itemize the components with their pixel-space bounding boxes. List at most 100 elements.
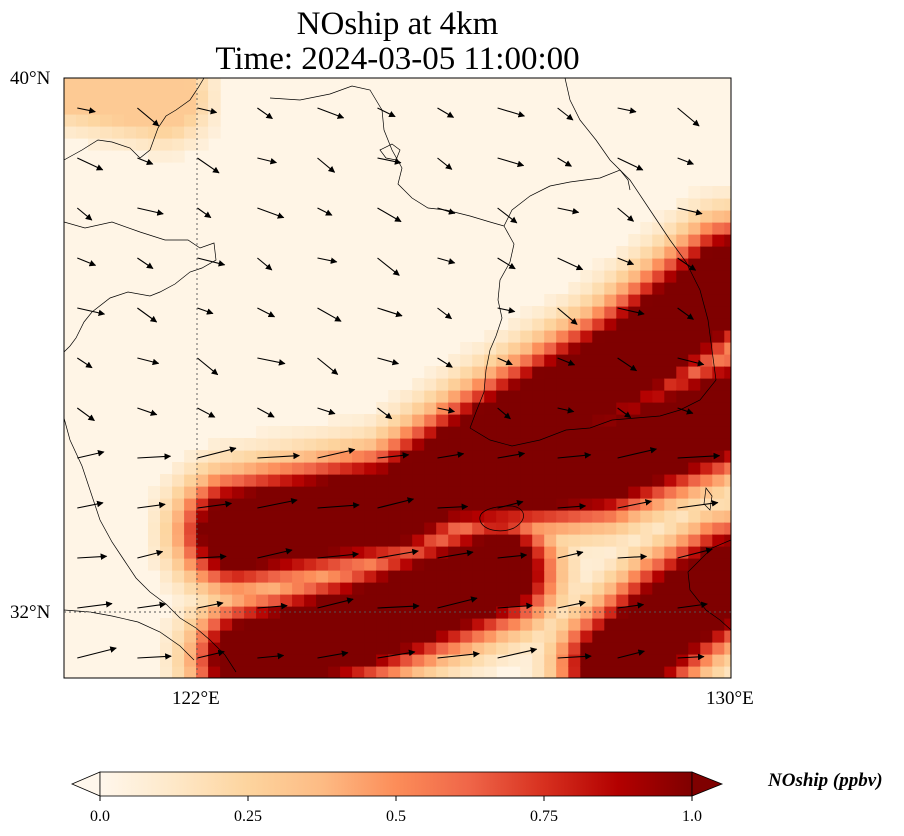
field-cell [412, 654, 425, 667]
field-cell [604, 642, 617, 655]
field-cell [664, 246, 677, 259]
lon-tick-130: 130°E [706, 688, 754, 709]
field-cell [604, 630, 617, 643]
field-cell [700, 522, 713, 535]
field-cell [388, 558, 401, 571]
field-cell [244, 522, 257, 535]
wind-arrow [77, 646, 117, 659]
field-cell [412, 426, 425, 439]
field-cell [532, 474, 545, 487]
field-cell [292, 570, 305, 583]
field-cell [616, 246, 629, 259]
field-cell [64, 114, 77, 127]
wind-arrow [317, 447, 356, 459]
field-cell [520, 630, 533, 643]
field-cell [208, 582, 221, 595]
river-border [503, 169, 631, 227]
field-cell [520, 522, 533, 535]
field-cell [496, 378, 509, 391]
field-cell [532, 522, 545, 535]
field-cell [100, 90, 113, 103]
field-cell [580, 666, 593, 678]
field-cell [484, 378, 497, 391]
wind-arrow [617, 107, 637, 114]
field-cell [172, 594, 185, 607]
field-cell [256, 666, 269, 678]
field-cell [532, 402, 545, 415]
field-cell [280, 666, 293, 678]
field-cell [664, 210, 677, 223]
field-cell [508, 402, 521, 415]
field-cell [712, 546, 725, 559]
field-cell [268, 630, 281, 643]
field-cell [556, 606, 569, 619]
field-cell [556, 294, 569, 307]
field-cell [568, 426, 581, 439]
field-cell [652, 270, 665, 283]
field-cell [268, 594, 281, 607]
field-cell [556, 534, 569, 547]
wind-arrow [197, 446, 237, 459]
field-cell [520, 318, 533, 331]
field-cell [316, 534, 329, 547]
wind-arrow [497, 107, 526, 118]
field-cell [316, 438, 329, 451]
wind-arrow [677, 157, 695, 166]
field-cell [688, 198, 701, 211]
field-cell [304, 570, 317, 583]
field-cell [100, 114, 113, 127]
field-cell [208, 462, 221, 475]
field-cell [724, 246, 731, 259]
field-cell [652, 558, 665, 571]
field-cell [556, 654, 569, 667]
field-cell [592, 402, 605, 415]
field-cell [460, 390, 473, 403]
field-cell [568, 390, 581, 403]
field-cell [724, 450, 731, 463]
field-cell [520, 654, 533, 667]
field-cell [484, 546, 497, 559]
field-cell [208, 450, 221, 463]
field-cell [376, 582, 389, 595]
field-cell [652, 306, 665, 319]
field-cell [628, 414, 641, 427]
field-cell [676, 318, 689, 331]
field-cell [628, 582, 641, 595]
wind-arrow [317, 357, 339, 375]
field-cell [160, 126, 173, 139]
field-cell [388, 486, 401, 499]
field-cell [364, 510, 377, 523]
field-cell [616, 522, 629, 535]
field-cell [688, 366, 701, 379]
field-cell [472, 594, 485, 607]
field-cell [544, 294, 557, 307]
field-cell [424, 474, 437, 487]
field-cell [472, 582, 485, 595]
field-cell [388, 522, 401, 535]
field-cell [412, 558, 425, 571]
field-cell [220, 462, 233, 475]
field-cell [172, 522, 185, 535]
field-cell [544, 510, 557, 523]
field-cell [568, 486, 581, 499]
field-cell [628, 546, 641, 559]
field-cell [352, 630, 365, 643]
field-cell [700, 654, 713, 667]
field-cell [712, 246, 725, 259]
field-cell [700, 306, 713, 319]
field-cell [172, 486, 185, 499]
field-cell [724, 594, 731, 607]
field-cell [424, 462, 437, 475]
field-cell [700, 582, 713, 595]
field-cell [376, 450, 389, 463]
field-cell [64, 90, 77, 103]
field-cell [616, 306, 629, 319]
field-cell [604, 558, 617, 571]
field-cell [688, 630, 701, 643]
field-cell [652, 522, 665, 535]
field-cell [484, 654, 497, 667]
field-cell [652, 534, 665, 547]
field-cell [592, 522, 605, 535]
field-cell [460, 366, 473, 379]
field-cell [424, 414, 437, 427]
